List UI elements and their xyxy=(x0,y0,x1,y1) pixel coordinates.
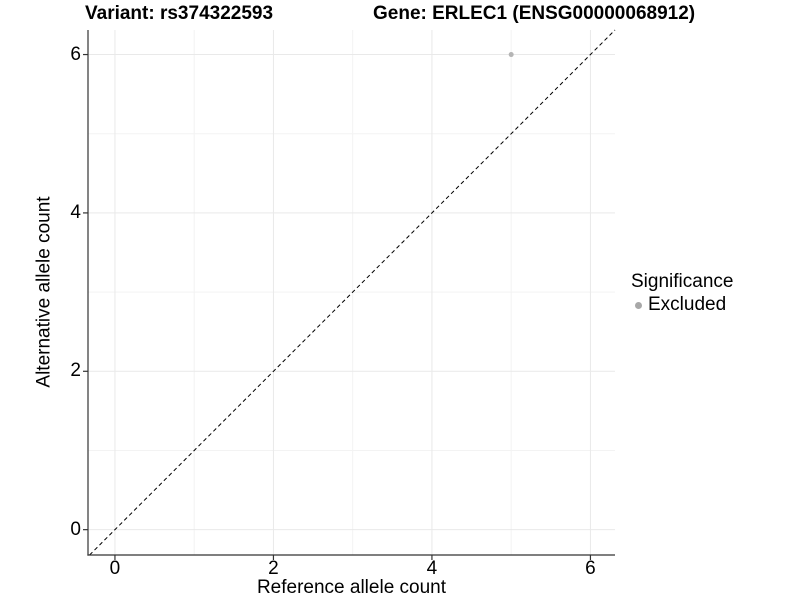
x-tick-label: 2 xyxy=(268,558,279,579)
identity-dashed-line xyxy=(89,29,616,556)
legend-key xyxy=(631,298,645,312)
y-tick-label: 4 xyxy=(70,201,81,223)
axis-tick-marks xyxy=(83,53,592,560)
x-tick-label: 4 xyxy=(426,558,438,579)
legend-title: Significance xyxy=(631,271,734,292)
y-tick-label: 2 xyxy=(70,360,81,382)
x-tick-label: 6 xyxy=(585,558,596,579)
minor-gridlines xyxy=(88,30,615,555)
legend-dot-icon xyxy=(634,301,642,309)
plot-title-gene: Gene: ERLEC1 (ENSG00000068912) xyxy=(373,3,696,24)
x-tick-label: 0 xyxy=(109,558,121,579)
x-axis-title: Reference allele count xyxy=(256,577,447,598)
major-gridlines xyxy=(88,30,615,555)
y-axis-title: Alternative allele count xyxy=(33,196,55,388)
y-tick-label: 0 xyxy=(70,518,81,540)
data-point xyxy=(508,52,514,58)
data-points xyxy=(508,52,514,58)
legend: Significance Excluded xyxy=(631,271,733,316)
y-tick-label: 6 xyxy=(70,43,81,65)
reference-line xyxy=(89,29,616,556)
legend-item-excluded: Excluded xyxy=(631,294,733,316)
legend-item-label: Excluded xyxy=(648,294,727,315)
plot-title-variant: Variant: rs374322593 xyxy=(85,3,274,24)
axis-lines xyxy=(87,30,615,556)
